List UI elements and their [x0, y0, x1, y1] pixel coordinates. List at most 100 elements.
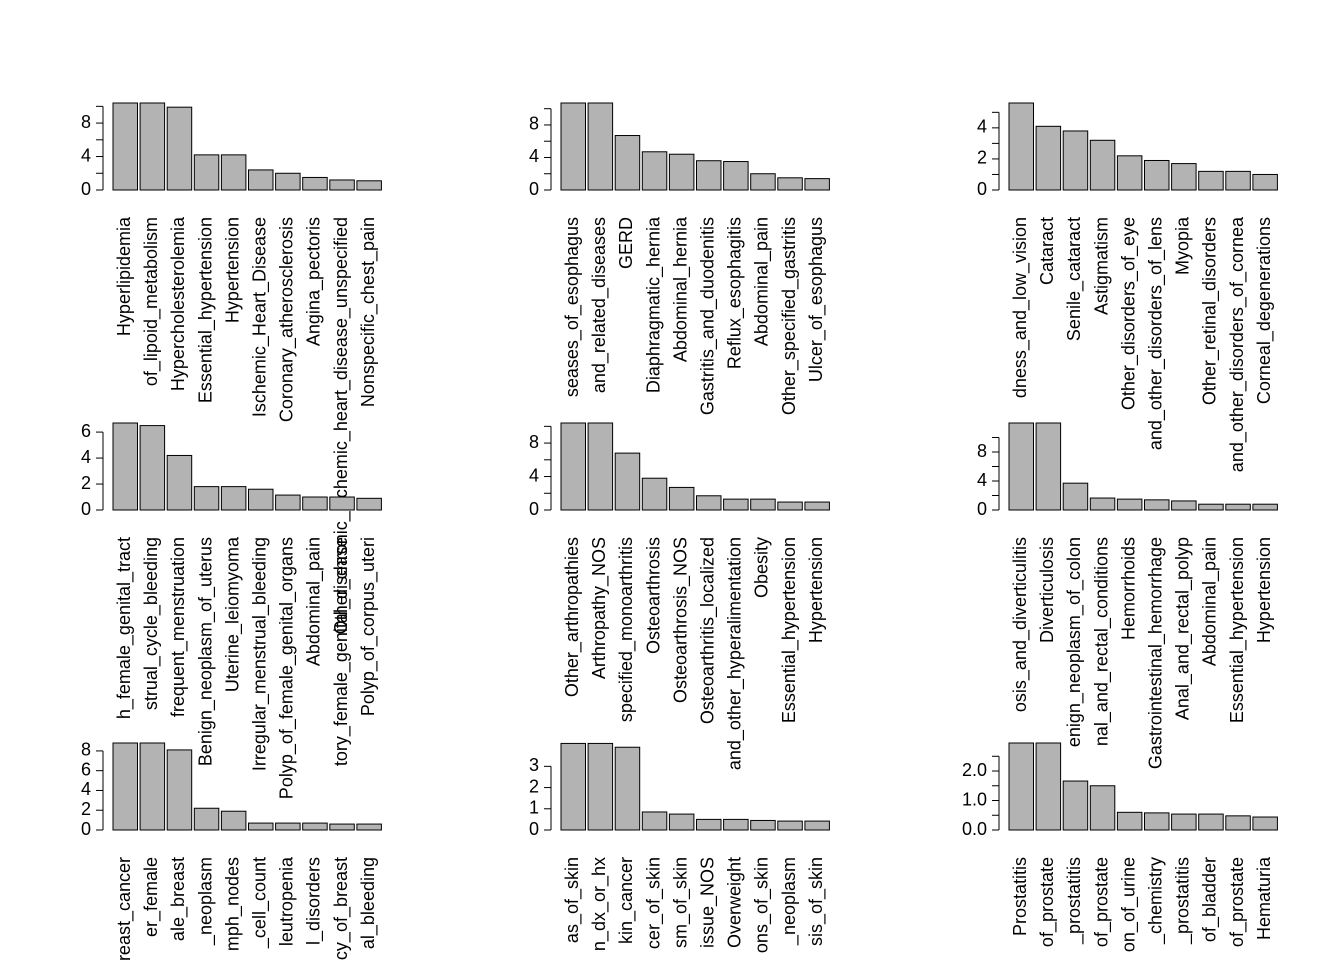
bar	[614, 135, 641, 191]
x-tick-label: Gastrointestinal_hemorrhage	[1146, 537, 1167, 769]
bar	[723, 498, 749, 511]
bar	[193, 154, 220, 191]
x-tick-label: Prostatitis	[1010, 857, 1030, 936]
x-tick-label: Abdominal_pain	[752, 217, 773, 346]
bar	[112, 102, 138, 191]
bar	[1252, 816, 1278, 831]
x-tick-label: Other_specified_gastritis	[779, 217, 800, 415]
bar	[1171, 500, 1197, 511]
x-tick-label: Polyp_of_corpus_uteri	[358, 537, 379, 716]
x-tick-label: of_bladder	[1200, 857, 1221, 942]
x-tick-label: h_female_genital_tract	[114, 537, 135, 719]
bar	[1116, 811, 1143, 831]
bar	[777, 501, 803, 511]
x-tick-label: strual_cycle_bleeding	[141, 537, 162, 710]
x-tick-label: Breast_cancer	[114, 857, 135, 960]
bar	[1144, 499, 1170, 511]
x-tick-label: nal_and_rectal_conditions	[1091, 537, 1112, 746]
bar	[1198, 170, 1224, 191]
x-tick-label: Overweight	[725, 857, 745, 948]
x-tick-label: issue_NOS	[698, 857, 719, 948]
bar	[696, 818, 722, 831]
x-tick-label: seases_of_esophagus	[562, 217, 583, 397]
y-tick-label: 2.0	[962, 760, 987, 780]
x-tick-label: Hemorrhoids	[1118, 537, 1138, 640]
y-tick-label: 8	[81, 112, 91, 132]
x-tick-label: Abdominal_hernia	[670, 216, 691, 362]
bar	[302, 496, 328, 511]
x-tick-label: tory_female_genital_disease	[331, 537, 352, 766]
bar	[641, 151, 668, 191]
y-tick-label: 6	[81, 421, 91, 441]
x-tick-label: Hypercholesterolemia	[168, 216, 188, 391]
x-tick-label: Polyp_of_female_genital_organs	[277, 537, 298, 799]
bar	[750, 173, 776, 191]
x-tick-label: Other_retinal_disorders	[1200, 217, 1221, 405]
y-tick-label: 4	[977, 117, 987, 137]
bar	[1116, 155, 1143, 191]
x-tick-label: Irregular_menstrual_bleeding	[250, 537, 271, 771]
bar	[1198, 813, 1224, 831]
bar	[668, 486, 695, 511]
bar	[641, 811, 668, 831]
y-tick-label: 8	[529, 432, 539, 452]
bar	[356, 180, 382, 191]
x-tick-label: Ulcer_of_esophagus	[806, 217, 827, 382]
bar	[723, 161, 749, 191]
x-tick-label: n_dx_or_hx	[589, 857, 610, 951]
bar	[1062, 482, 1089, 511]
y-tick-label: 0.0	[962, 819, 987, 839]
x-tick-label: and_other_disorders_of_cornea	[1227, 216, 1248, 472]
bar	[1144, 812, 1170, 831]
x-tick-label: and_other_disorders_of_lens	[1146, 217, 1167, 450]
x-tick-label: Cataract	[1037, 217, 1057, 285]
bar	[302, 822, 328, 831]
bar	[641, 477, 668, 511]
x-tick-label: osis_and_diverticulitis	[1010, 537, 1031, 712]
bar	[1225, 503, 1251, 511]
bar	[696, 160, 722, 191]
bar	[1008, 422, 1034, 511]
y-tick-label: 0	[529, 819, 539, 839]
x-tick-label: Hyperlipidemia	[114, 216, 134, 336]
x-tick-label: Essential_hypertension	[779, 537, 800, 723]
bar	[1144, 159, 1170, 191]
y-tick-label: 2	[977, 148, 987, 168]
bar	[777, 820, 803, 831]
bar	[329, 179, 355, 191]
x-tick-label: frequent_menstruation	[168, 537, 189, 717]
x-tick-label: Hypertension	[222, 217, 242, 323]
bar	[1171, 163, 1197, 191]
x-tick-label: of_prostate	[1227, 857, 1248, 947]
bar	[220, 810, 247, 831]
bar	[587, 742, 614, 831]
x-tick-label: and_related_diseases	[589, 217, 610, 393]
y-tick-label: 2	[81, 799, 91, 819]
x-tick-label: Osteoarthritis_localized	[698, 537, 719, 724]
bar	[275, 494, 301, 511]
x-tick-label: and_other_hyperalimentation	[725, 537, 746, 770]
x-tick-label: as_of_skin	[562, 857, 583, 943]
bar	[248, 488, 274, 511]
x-tick-label: Other_arthropathies	[562, 537, 583, 697]
bar	[193, 807, 220, 831]
x-tick-label: Diaphragmatic_hernia	[643, 216, 664, 393]
bar	[750, 498, 776, 511]
bar	[723, 818, 749, 831]
y-tick-label: 4	[81, 447, 91, 467]
bar	[1089, 785, 1116, 831]
bar	[1062, 130, 1089, 191]
y-tick-label: 4	[81, 145, 91, 165]
bar	[220, 486, 247, 511]
x-tick-label: Osteoarthrosis	[643, 537, 663, 654]
x-tick-label: dness_and_low_vision	[1010, 217, 1031, 398]
bar	[614, 746, 641, 831]
y-tick-label: 4	[81, 779, 91, 799]
bar	[804, 501, 830, 511]
x-tick-label: _prostatitis	[1173, 857, 1194, 945]
bar	[329, 823, 355, 831]
bar	[166, 749, 193, 831]
bar	[668, 813, 695, 831]
bar	[356, 497, 382, 511]
